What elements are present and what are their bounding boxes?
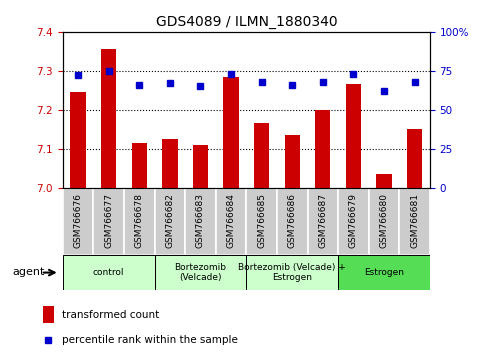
Text: agent: agent <box>13 267 45 277</box>
Text: GSM766685: GSM766685 <box>257 193 266 248</box>
Text: control: control <box>93 268 125 277</box>
Bar <box>246 188 277 255</box>
Text: GSM766684: GSM766684 <box>227 193 236 248</box>
Bar <box>346 85 361 188</box>
Bar <box>407 129 422 188</box>
Title: GDS4089 / ILMN_1880340: GDS4089 / ILMN_1880340 <box>156 16 337 29</box>
Text: GSM766677: GSM766677 <box>104 193 113 248</box>
Bar <box>63 255 155 290</box>
Text: percentile rank within the sample: percentile rank within the sample <box>62 335 238 344</box>
Bar <box>338 255 430 290</box>
Bar <box>155 255 246 290</box>
Bar <box>101 49 116 188</box>
Bar <box>308 188 338 255</box>
Text: GSM766679: GSM766679 <box>349 193 358 248</box>
Bar <box>131 143 147 188</box>
Bar <box>223 76 239 188</box>
Text: GSM766687: GSM766687 <box>318 193 327 248</box>
Bar <box>284 135 300 188</box>
Text: GSM766681: GSM766681 <box>410 193 419 248</box>
Bar <box>193 145 208 188</box>
Bar <box>71 92 86 188</box>
Text: GSM766678: GSM766678 <box>135 193 144 248</box>
Text: transformed count: transformed count <box>62 310 159 320</box>
Text: GSM766683: GSM766683 <box>196 193 205 248</box>
Bar <box>246 255 338 290</box>
Bar <box>254 123 270 188</box>
Text: GSM766680: GSM766680 <box>380 193 388 248</box>
Text: GSM766682: GSM766682 <box>165 193 174 248</box>
Bar <box>43 306 54 323</box>
Bar <box>216 188 246 255</box>
Bar <box>124 188 155 255</box>
Bar <box>338 188 369 255</box>
Text: GSM766676: GSM766676 <box>73 193 83 248</box>
Bar <box>399 188 430 255</box>
Bar <box>376 174 392 188</box>
Bar <box>185 188 216 255</box>
Bar <box>369 188 399 255</box>
Bar <box>155 188 185 255</box>
Bar <box>63 188 93 255</box>
Bar <box>315 110 330 188</box>
Text: Bortezomib
(Velcade): Bortezomib (Velcade) <box>174 263 227 282</box>
Bar <box>162 139 177 188</box>
Bar <box>277 188 308 255</box>
Text: GSM766686: GSM766686 <box>288 193 297 248</box>
Text: Estrogen: Estrogen <box>364 268 404 277</box>
Text: Bortezomib (Velcade) +
Estrogen: Bortezomib (Velcade) + Estrogen <box>238 263 346 282</box>
Bar <box>93 188 124 255</box>
